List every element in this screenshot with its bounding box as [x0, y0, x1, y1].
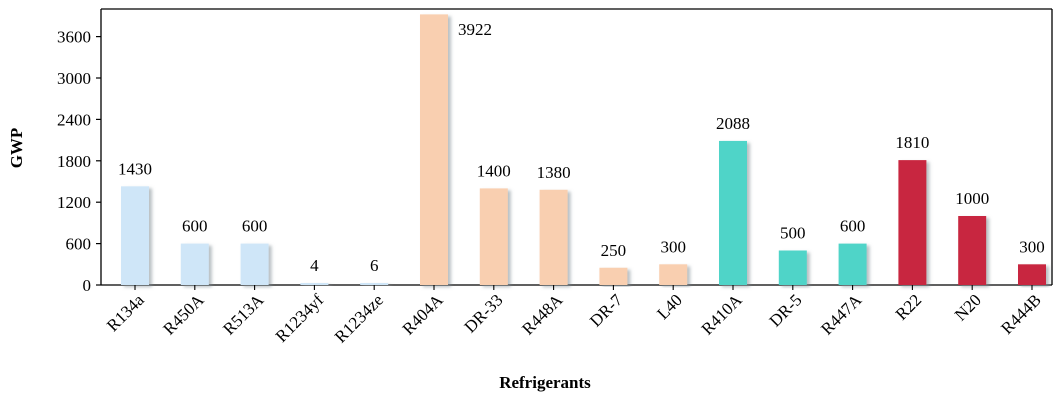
- bar-r410a: [719, 140, 747, 285]
- y-tick-label: 3000: [57, 69, 91, 88]
- bar-dr-5: [778, 250, 807, 285]
- x-tick-label: R444B: [997, 290, 1045, 338]
- x-tick-label: R404A: [399, 290, 448, 339]
- y-axis-title: GWP: [7, 128, 26, 169]
- bar-r444b: [1018, 264, 1046, 285]
- y-tick-label: 1200: [57, 193, 91, 212]
- x-tick-label: R22: [892, 290, 925, 323]
- bar-r447a: [838, 243, 867, 285]
- y-axis: 0 600 1200 1800 2400 3000 3600: [57, 28, 101, 295]
- bar-r1234yf: [300, 283, 329, 285]
- data-label: 600: [840, 217, 866, 236]
- bar-r450a: [180, 243, 209, 285]
- bars: [121, 14, 1046, 286]
- data-label: 6: [370, 256, 379, 275]
- x-tick-label: L40: [653, 290, 686, 323]
- y-tick-label: 600: [66, 235, 92, 254]
- data-label: 600: [242, 217, 268, 236]
- x-axis-title: Refrigerants: [499, 373, 591, 392]
- data-label: 3922: [458, 20, 492, 39]
- data-label: 600: [182, 217, 208, 236]
- bar-n20: [958, 216, 987, 285]
- bar-dr-33: [479, 188, 508, 285]
- x-tick-label: R134a: [103, 290, 148, 335]
- data-label: 300: [1019, 237, 1045, 256]
- data-label: 250: [601, 241, 627, 260]
- x-axis: R134a R450A R513A R1234yf R1234ze R404A DR-33 R…: [103, 285, 1045, 347]
- data-label: 2088: [716, 114, 750, 133]
- y-tick-label: 1800: [57, 152, 91, 171]
- y-tick-label: 2400: [57, 110, 91, 129]
- x-tick-label: R513A: [219, 290, 268, 339]
- bar-r22: [898, 160, 927, 285]
- x-tick-label: R1234ze: [331, 290, 387, 346]
- data-label: 300: [660, 237, 686, 256]
- x-tick-label: DR-5: [765, 290, 805, 330]
- x-tick-label: R447A: [817, 290, 866, 339]
- bar-r134a: [121, 186, 149, 285]
- x-tick-label: N20: [951, 290, 985, 324]
- data-label: 1400: [477, 161, 511, 180]
- bar-r513a: [240, 243, 269, 285]
- data-label: 1810: [895, 133, 929, 152]
- bar-r448a: [539, 189, 568, 285]
- bar-l40: [659, 264, 688, 285]
- x-tick-label: R1234yf: [272, 290, 328, 346]
- x-tick-label: DR-33: [460, 290, 506, 336]
- data-label: 1380: [537, 163, 571, 182]
- x-tick-label: R448A: [518, 290, 567, 339]
- y-tick-label: 3600: [57, 28, 91, 47]
- x-tick-label: R410A: [698, 290, 747, 339]
- data-label: 4: [310, 256, 319, 275]
- x-tick-label: DR-7: [586, 290, 627, 331]
- data-label: 1430: [118, 159, 152, 178]
- x-tick-label: R450A: [159, 290, 208, 339]
- bar-r404a: [420, 14, 448, 286]
- y-tick-label: 0: [83, 276, 92, 295]
- bar-dr-7: [599, 267, 628, 285]
- data-label: 500: [780, 224, 806, 243]
- data-labels: 1430 600 600 4 6 3922 1400 1380 250 300 2088 500 600…: [118, 20, 1045, 275]
- data-label: 1000: [955, 189, 989, 208]
- bar-r1234ze: [360, 283, 389, 285]
